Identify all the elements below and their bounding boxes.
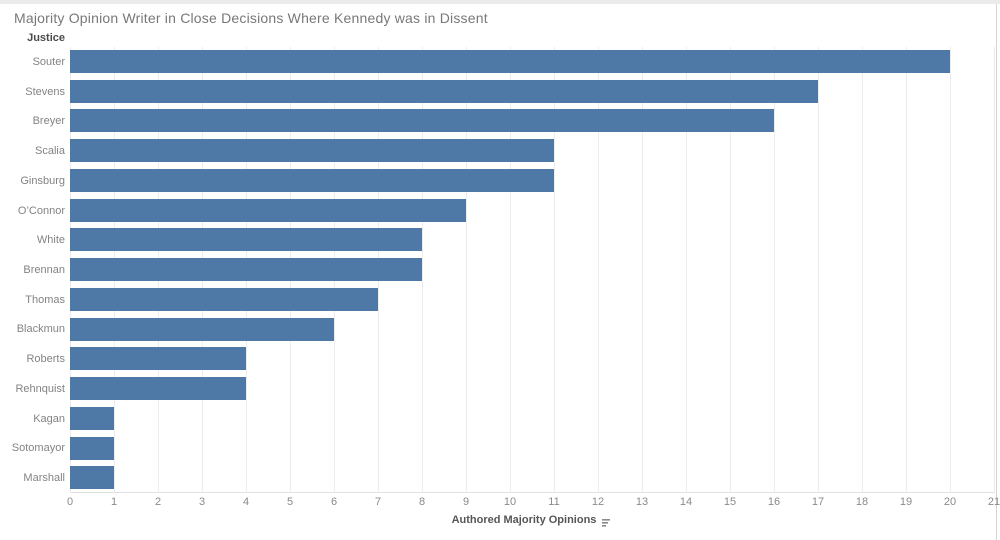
x-tick-label: 8	[418, 496, 426, 508]
bar-oconnor[interactable]	[70, 198, 466, 222]
bar-sotomayor[interactable]	[70, 436, 114, 460]
x-tick-label: 0	[66, 496, 74, 508]
bar-scalia[interactable]	[70, 139, 554, 163]
bar-brennan[interactable]	[70, 258, 422, 282]
x-axis-ticks: 0 1 2 3 4 5 6 7 8 9 10 11 12 13 14 15 16 17 18 19 20 21	[67, 496, 1000, 510]
bar-breyer[interactable]	[70, 109, 774, 133]
row-header-justice: Justice	[27, 32, 65, 44]
row-label[interactable]: Rehnquist	[15, 382, 65, 395]
bar-marshall[interactable]	[70, 466, 114, 490]
row-label[interactable]: Ginsburg	[20, 174, 65, 187]
x-tick-label: 13	[635, 496, 649, 508]
x-tick-label: 10	[503, 496, 517, 508]
x-tick-label: 11	[548, 496, 560, 508]
gridline	[554, 47, 555, 493]
x-tick-label: 21	[987, 496, 1000, 508]
x-tick-label: 19	[899, 496, 913, 508]
row-label[interactable]: Roberts	[26, 353, 65, 366]
row-label[interactable]: Stevens	[25, 85, 65, 98]
window-right-border	[996, 4, 997, 540]
row-label[interactable]: Blackmun	[16, 323, 65, 336]
row-label[interactable]: Souter	[32, 55, 65, 68]
x-tick-label: 14	[679, 496, 693, 508]
gridline	[642, 47, 643, 493]
bar-rehnquist[interactable]	[70, 377, 246, 401]
x-axis-title: Authored Majority Opinions	[70, 514, 994, 527]
plot-area	[70, 47, 995, 493]
row-labels-column: Souter Stevens Breyer Scalia Ginsburg O’Conno…	[0, 47, 65, 493]
row-label[interactable]: Scalia	[35, 145, 65, 158]
x-tick-label: 6	[330, 496, 338, 508]
row-label[interactable]: Thomas	[25, 293, 65, 306]
bar-souter[interactable]	[70, 50, 950, 73]
row-label[interactable]: White	[36, 234, 65, 247]
x-tick-label: 12	[591, 496, 605, 508]
x-axis-label: Authored Majority Opinions	[451, 514, 597, 526]
x-tick-label: 3	[198, 496, 206, 508]
bar-stevens[interactable]	[70, 79, 818, 103]
gridline	[950, 47, 951, 493]
x-tick-label: 2	[154, 496, 162, 508]
x-tick-label: 17	[811, 496, 825, 508]
row-label[interactable]: O’Connor	[17, 204, 65, 217]
gridline	[862, 47, 863, 493]
gridline	[510, 47, 511, 493]
gridline	[466, 47, 467, 493]
bar-ginsburg[interactable]	[70, 168, 554, 192]
x-tick-label: 5	[286, 496, 294, 508]
x-tick-label: 20	[943, 496, 957, 508]
x-tick-label: 15	[723, 496, 737, 508]
bar-white[interactable]	[70, 228, 422, 252]
bar-kagan[interactable]	[70, 406, 114, 430]
row-label[interactable]: Marshall	[23, 472, 65, 485]
gridline	[598, 47, 599, 493]
x-tick-label: 4	[242, 496, 250, 508]
sort-descending-icon[interactable]	[601, 515, 612, 527]
row-label[interactable]: Sotomayor	[11, 442, 65, 455]
row-label[interactable]: Breyer	[32, 115, 65, 128]
x-tick-label: 18	[855, 496, 869, 508]
x-tick-label: 7	[374, 496, 382, 508]
row-label[interactable]: Brennan	[23, 263, 65, 276]
row-label[interactable]: Kagan	[33, 412, 65, 425]
gridline	[730, 47, 731, 493]
gridline	[818, 47, 819, 493]
x-tick-label: 9	[462, 496, 470, 508]
bar-roberts[interactable]	[70, 347, 246, 371]
bar-thomas[interactable]	[70, 287, 378, 311]
bar-blackmun[interactable]	[70, 317, 334, 341]
gridline	[774, 47, 775, 493]
gridline	[422, 47, 423, 493]
window-top-strip	[0, 0, 1000, 4]
x-tick-label: 16	[767, 496, 781, 508]
gridline	[906, 47, 907, 493]
chart-title: Majority Opinion Writer in Close Decisio…	[14, 10, 488, 26]
gridline	[686, 47, 687, 493]
x-tick-label: 1	[110, 496, 118, 508]
gridline	[994, 47, 995, 493]
